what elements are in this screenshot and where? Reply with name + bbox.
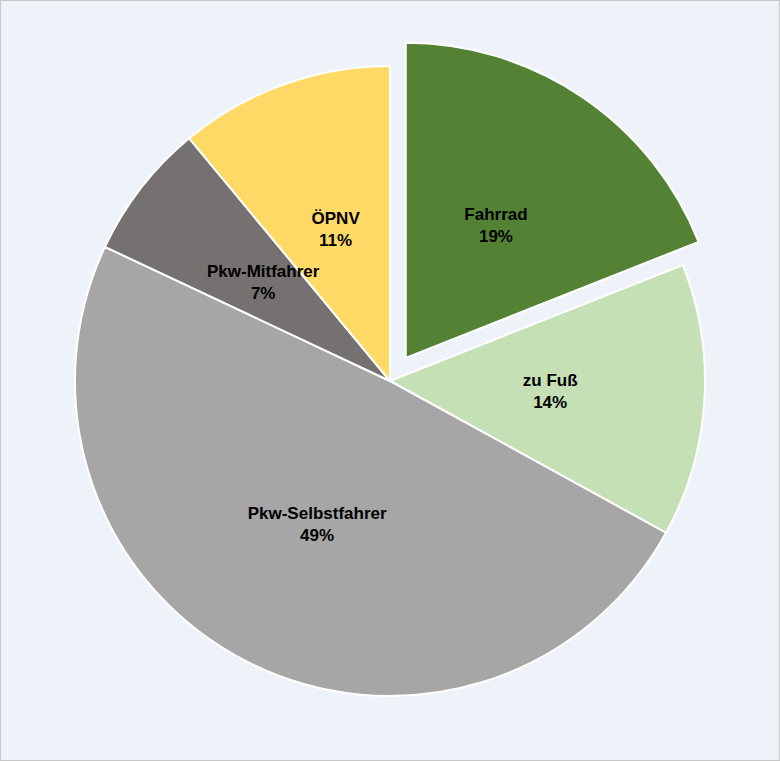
svg-text:49%: 49%: [300, 526, 334, 545]
svg-text:zu Fuß: zu Fuß: [523, 371, 578, 390]
svg-text:Fahrrad: Fahrrad: [464, 205, 527, 224]
svg-text:7%: 7%: [251, 284, 276, 303]
svg-text:11%: 11%: [319, 231, 352, 250]
svg-text:14%: 14%: [533, 393, 567, 412]
svg-text:19%: 19%: [479, 227, 513, 246]
svg-text:Pkw-Mitfahrer: Pkw-Mitfahrer: [207, 262, 320, 281]
svg-text:ÖPNV: ÖPNV: [312, 209, 361, 228]
svg-text:Pkw-Selbstfahrer: Pkw-Selbstfahrer: [248, 504, 387, 523]
